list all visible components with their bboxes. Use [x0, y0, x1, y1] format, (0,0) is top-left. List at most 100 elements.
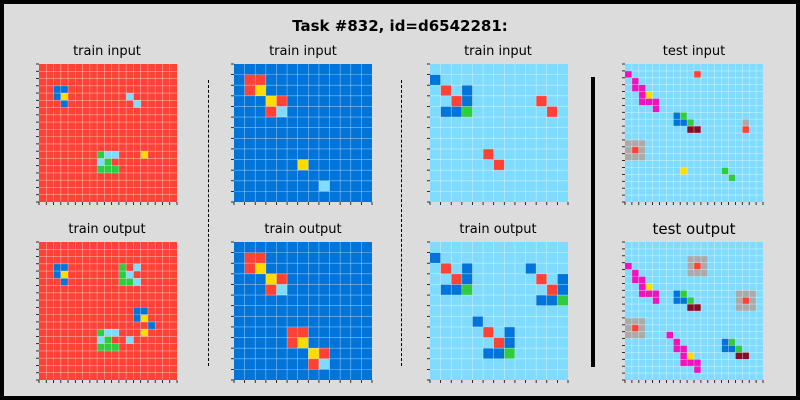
grid-cell: [97, 336, 105, 344]
grid-cell: [652, 98, 660, 106]
grid-cell: [749, 304, 757, 311]
grid-cell: [297, 337, 309, 349]
grid-cell: [126, 271, 134, 279]
grid-cell: [493, 348, 505, 359]
grid-cell: [451, 95, 462, 107]
grid-background: [39, 64, 177, 202]
grid-cell: [118, 271, 127, 279]
grid-cell: [265, 284, 277, 296]
grid-cell: [557, 273, 568, 285]
grid-cell: [638, 317, 646, 325]
grid-cell: [140, 151, 148, 159]
grid-cell: [749, 297, 757, 305]
grid-cell: [721, 338, 729, 346]
grid-cell: [461, 263, 473, 274]
grid-cell: [472, 316, 484, 327]
grid-cell: [645, 290, 653, 298]
grid-cell: [749, 290, 757, 298]
grid-cell: [276, 284, 288, 296]
grid-cell: [111, 165, 119, 173]
grid-cell: [673, 119, 681, 127]
grid-cell: [276, 106, 288, 118]
panel-label-train-input-2: train input: [269, 44, 337, 59]
grid-cell: [133, 263, 141, 272]
grid-cell: [673, 345, 681, 353]
grid-background: [39, 242, 177, 380]
grid-cell: [652, 105, 660, 113]
grid-cell: [104, 343, 112, 351]
grid-cell: [673, 112, 681, 120]
grid-train-output-2: [231, 241, 373, 383]
grid-cell: [255, 263, 266, 274]
grid-cell: [104, 336, 112, 344]
grid-cell: [111, 151, 119, 159]
grid-cell: [318, 180, 330, 192]
grid-cell: [244, 252, 256, 264]
grid-train-input-3: [427, 63, 569, 205]
grid-cell: [525, 263, 537, 274]
grid-cell: [461, 95, 473, 107]
grid-cell: [687, 297, 694, 305]
grid-cell: [687, 304, 694, 311]
grid-background: [430, 64, 568, 202]
separator-dashed-1: [208, 80, 209, 366]
grid-cell: [60, 100, 69, 108]
grid-cell: [276, 95, 288, 107]
grid-cell: [638, 331, 646, 339]
grid-cell: [694, 359, 701, 367]
grid-cell: [638, 84, 646, 92]
grid-cell: [631, 84, 639, 92]
panel-label-train-output-3: train output: [459, 222, 537, 237]
grid-cell: [673, 290, 681, 298]
grid-cell: [493, 337, 505, 349]
grid-cell: [638, 276, 646, 284]
grid-cell: [118, 263, 127, 272]
grid-cell: [742, 126, 750, 133]
grid-cell: [687, 359, 694, 367]
grid-cell: [536, 295, 547, 306]
grid-cell: [504, 348, 515, 359]
grid-cell: [735, 290, 743, 298]
grid-cell: [694, 366, 701, 374]
grid-cell: [430, 74, 441, 86]
grid-cell: [631, 139, 639, 147]
grid-cell: [700, 269, 708, 277]
grid-cell: [297, 326, 309, 338]
grid-cell: [53, 85, 61, 94]
grid-cell: [287, 337, 298, 349]
grid-cell: [133, 278, 141, 286]
grid-cell: [60, 85, 69, 94]
grid-cell: [440, 263, 452, 274]
grid-cell: [546, 295, 558, 306]
grid-cell: [140, 307, 148, 315]
panel-label-train-output-1: train output: [68, 222, 146, 237]
grid-cell: [104, 165, 112, 173]
grid-cell: [742, 119, 750, 127]
grid-cell: [126, 93, 134, 101]
grid-cell: [700, 255, 708, 263]
grid-cell: [308, 348, 319, 359]
grid-cell: [673, 338, 681, 346]
grid-cell: [721, 345, 729, 353]
separator-dashed-2: [401, 80, 402, 366]
grid-cell: [60, 278, 69, 286]
grid-cell: [728, 338, 736, 346]
grid-cell: [638, 98, 646, 106]
panel-label-train-input-3: train input: [464, 44, 532, 59]
grid-cell: [461, 85, 473, 96]
grid-cell: [666, 331, 674, 339]
grid-cell: [625, 139, 632, 147]
grid-cell: [440, 106, 452, 118]
grid-cell: [638, 290, 646, 298]
grid-cell: [133, 307, 141, 315]
grid-cell: [631, 276, 639, 284]
grid-cell: [536, 95, 547, 107]
grid-cell: [140, 314, 148, 322]
grid-cell: [451, 284, 462, 296]
grid-cell: [483, 348, 494, 359]
grid-cell: [97, 165, 105, 173]
grid-cell: [735, 304, 743, 311]
grid-cell: [244, 74, 256, 86]
grid-cell: [111, 329, 119, 337]
grid-cell: [638, 139, 646, 147]
